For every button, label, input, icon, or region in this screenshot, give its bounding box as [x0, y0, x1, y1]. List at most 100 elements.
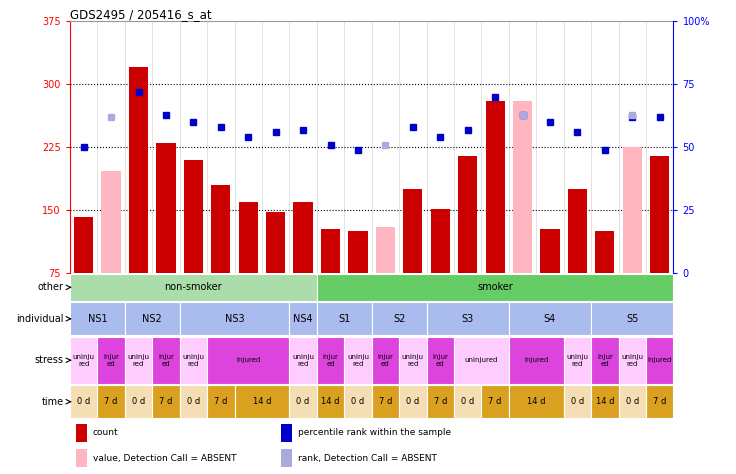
Bar [564, 385, 591, 418]
Bar [509, 302, 591, 335]
Text: injured: injured [524, 357, 548, 363]
Bar [97, 385, 125, 418]
Bar [125, 302, 180, 335]
Text: S4: S4 [544, 314, 556, 324]
Bar [509, 385, 564, 418]
Text: uninju
red: uninju red [127, 354, 149, 367]
Bar [152, 385, 180, 418]
Bar [591, 302, 673, 335]
Bar [184, 160, 203, 273]
Text: 0 d: 0 d [571, 397, 584, 406]
Text: 0 d: 0 d [187, 397, 200, 406]
Bar [180, 337, 207, 383]
Text: 7 d: 7 d [653, 397, 666, 406]
Bar [207, 385, 235, 418]
Text: injur
ed: injur ed [432, 354, 448, 367]
Bar [646, 337, 673, 383]
Bar [372, 385, 399, 418]
Bar [281, 424, 292, 442]
Text: other: other [38, 283, 64, 292]
Bar [399, 385, 427, 418]
Bar [74, 217, 93, 273]
Bar [321, 228, 340, 273]
Bar [509, 337, 564, 383]
Text: GDS2495 / 205416_s_at: GDS2495 / 205416_s_at [70, 9, 211, 21]
Bar [70, 385, 97, 418]
Bar [372, 337, 399, 383]
Bar [97, 337, 125, 383]
Bar [152, 337, 180, 383]
Text: percentile rank within the sample: percentile rank within the sample [298, 428, 451, 438]
Bar [454, 385, 481, 418]
Bar [76, 424, 87, 442]
Text: 0 d: 0 d [626, 397, 639, 406]
Text: 7 d: 7 d [159, 397, 173, 406]
Bar [129, 67, 148, 273]
Text: smoker: smoker [477, 283, 513, 292]
Text: uninju
red: uninju red [183, 354, 205, 367]
Bar [399, 337, 427, 383]
Text: 0 d: 0 d [351, 397, 364, 406]
Text: non-smoker: non-smoker [165, 283, 222, 292]
Bar [294, 202, 313, 273]
Text: injured: injured [648, 357, 672, 363]
Bar [646, 385, 673, 418]
Text: injur
ed: injur ed [158, 354, 174, 367]
Text: value, Detection Call = ABSENT: value, Detection Call = ABSENT [93, 454, 236, 463]
Bar [289, 385, 316, 418]
Bar [431, 209, 450, 273]
Text: 0 d: 0 d [461, 397, 474, 406]
Bar [211, 185, 230, 273]
Bar [481, 385, 509, 418]
Bar [540, 229, 559, 273]
Bar [344, 385, 372, 418]
Text: injured: injured [236, 357, 261, 363]
Text: stress: stress [35, 355, 64, 365]
Bar [316, 302, 372, 335]
Text: injur
ed: injur ed [322, 354, 339, 367]
Bar [180, 385, 207, 418]
Bar [281, 449, 292, 467]
Text: S3: S3 [461, 314, 474, 324]
Text: injur
ed: injur ed [597, 354, 613, 367]
Bar [156, 143, 175, 273]
Bar [125, 385, 152, 418]
Text: NS1: NS1 [88, 314, 107, 324]
Text: 14 d: 14 d [322, 397, 340, 406]
Text: 7 d: 7 d [489, 397, 502, 406]
Bar [207, 337, 289, 383]
Bar [427, 337, 454, 383]
Bar [591, 337, 618, 383]
Text: uninju
red: uninju red [292, 354, 314, 367]
Bar [623, 147, 642, 273]
Bar [595, 231, 615, 273]
Text: 0 d: 0 d [297, 397, 310, 406]
Bar [486, 101, 505, 273]
Bar [427, 302, 509, 335]
Text: uninju
red: uninju red [73, 354, 95, 367]
Bar [70, 337, 97, 383]
Bar [454, 337, 509, 383]
Bar [235, 385, 289, 418]
Bar [102, 171, 121, 273]
Bar [289, 337, 316, 383]
Text: 7 d: 7 d [105, 397, 118, 406]
Text: S1: S1 [338, 314, 350, 324]
Bar [618, 385, 646, 418]
Text: NS2: NS2 [142, 314, 162, 324]
Text: NS3: NS3 [224, 314, 244, 324]
Bar [316, 385, 344, 418]
Text: 14 d: 14 d [252, 397, 271, 406]
Bar [591, 385, 618, 418]
Text: 14 d: 14 d [595, 397, 614, 406]
Bar [266, 212, 286, 273]
Text: 7 d: 7 d [214, 397, 227, 406]
Text: rank, Detection Call = ABSENT: rank, Detection Call = ABSENT [298, 454, 437, 463]
Bar [372, 302, 427, 335]
Text: 7 d: 7 d [434, 397, 447, 406]
Bar [568, 189, 587, 273]
Bar [70, 302, 125, 335]
Text: uninju
red: uninju red [347, 354, 369, 367]
Bar [125, 337, 152, 383]
Bar [618, 337, 646, 383]
